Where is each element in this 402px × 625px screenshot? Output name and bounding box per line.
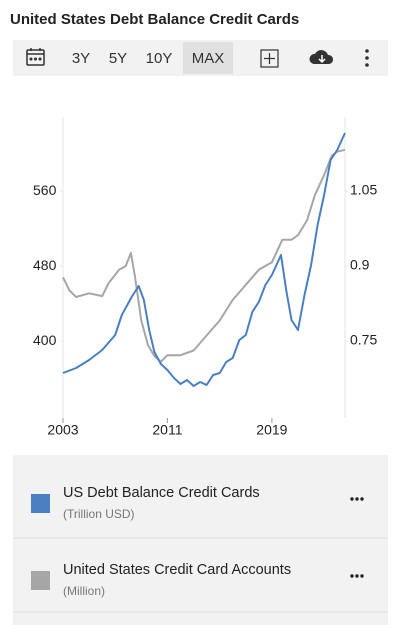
download-icon[interactable] xyxy=(309,50,334,64)
legend-more[interactable] xyxy=(350,497,354,501)
add-icon[interactable] xyxy=(260,49,279,68)
x-tick-label: 2019 xyxy=(256,422,287,438)
y-tick-label: 480 xyxy=(33,257,57,273)
legend-name: US Debt Balance Credit Cards xyxy=(63,485,260,501)
legend-name: United States Credit Card Accounts xyxy=(63,562,291,578)
y-tick-label: 560 xyxy=(33,182,57,198)
range-button[interactable]: 10Y xyxy=(146,50,173,67)
legend-unit: (Million) xyxy=(63,584,105,598)
legend-more[interactable] xyxy=(355,497,359,501)
legend-more[interactable] xyxy=(360,574,364,578)
y2-tick-label: 0.9 xyxy=(350,257,370,273)
legend-swatch xyxy=(31,571,50,590)
y-tick-label: 400 xyxy=(33,332,57,348)
legend-more[interactable] xyxy=(360,497,364,501)
legend-panel xyxy=(13,455,388,625)
series-line xyxy=(62,148,346,363)
series-line xyxy=(62,132,346,387)
selected-range xyxy=(183,42,233,74)
legend-more[interactable] xyxy=(355,574,359,578)
legend-swatch xyxy=(31,494,50,513)
legend-more[interactable] xyxy=(350,574,354,578)
range-button[interactable]: MAX xyxy=(192,50,225,67)
y2-tick-label: 1.05 xyxy=(350,182,377,198)
calendar-icon[interactable] xyxy=(26,48,45,66)
more-icon[interactable] xyxy=(365,49,369,67)
range-button[interactable]: 3Y xyxy=(72,50,90,67)
legend-unit: (Trillion USD) xyxy=(63,507,135,521)
page-title: United States Debt Balance Credit Cards xyxy=(10,11,299,28)
x-tick-label: 2003 xyxy=(47,422,78,438)
y2-tick-label: 0.75 xyxy=(350,332,377,348)
x-tick-label: 2011 xyxy=(152,422,182,438)
range-button[interactable]: 5Y xyxy=(109,50,127,67)
